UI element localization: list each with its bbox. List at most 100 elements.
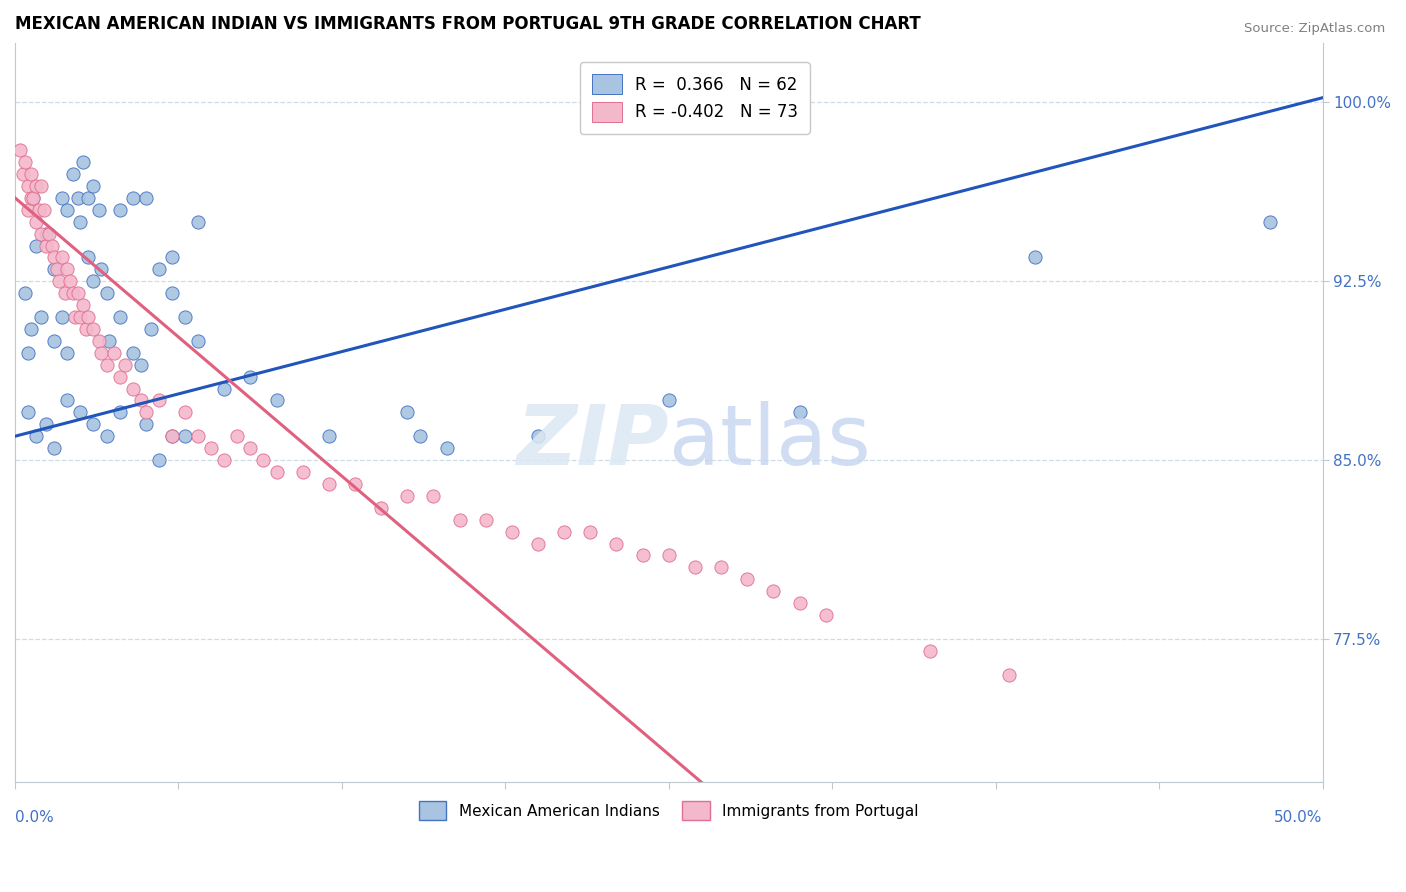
Point [252,453,274,467]
Point [25,429,48,443]
Point [96,429,118,443]
Point [474,513,496,527]
Point [25,215,48,229]
Point [87,334,110,348]
Point [22,191,45,205]
Point [129,393,152,408]
Point [436,441,458,455]
Point [45,262,67,277]
Point [82,178,104,193]
Point [129,358,152,372]
Point [56,393,79,408]
Point [108,369,131,384]
Point [135,417,157,432]
Point [30,310,52,324]
Point [121,191,143,205]
Point [396,489,419,503]
Point [90,262,112,277]
Point [27,202,49,217]
Point [51,310,73,324]
Point [148,262,170,277]
Point [44,334,66,348]
Point [683,560,706,574]
Point [212,453,235,467]
Point [38,227,60,241]
Text: MEXICAN AMERICAN INDIAN VS IMMIGRANTS FROM PORTUGAL 9TH GRADE CORRELATION CHART: MEXICAN AMERICAN INDIAN VS IMMIGRANTS FR… [15,15,921,33]
Point [710,560,733,574]
Point [148,393,170,408]
Point [32,202,55,217]
Point [63,310,86,324]
Point [69,310,91,324]
Point [11,167,34,181]
Point [239,369,262,384]
Point [25,178,48,193]
Point [77,251,100,265]
Point [108,310,131,324]
Text: 0.0%: 0.0% [15,811,53,825]
Point [17,202,39,217]
Point [82,274,104,288]
Point [148,453,170,467]
Point [22,191,45,205]
Point [108,405,131,419]
Point [108,202,131,217]
Point [14,286,37,301]
Point [8,143,31,157]
Point [51,191,73,205]
Point [20,167,42,181]
Point [44,262,66,277]
Point [160,251,183,265]
Point [187,215,209,229]
Point [605,536,627,550]
Point [90,346,112,360]
Point [59,274,82,288]
Point [789,596,811,610]
Point [20,191,42,205]
Point [96,358,118,372]
Point [343,476,366,491]
Point [318,429,340,443]
Point [631,549,654,563]
Point [35,417,58,432]
Point [17,405,39,419]
Point [14,155,37,169]
Point [72,298,94,312]
Point [96,286,118,301]
Point [762,584,785,599]
Point [200,441,222,455]
Point [789,405,811,419]
Point [226,429,249,443]
Legend: Mexican American Indians, Immigrants from Portugal: Mexican American Indians, Immigrants fro… [413,795,925,826]
Point [103,346,125,360]
Point [51,251,73,265]
Point [56,202,79,217]
Point [62,286,84,301]
Point [735,572,758,586]
Point [174,310,197,324]
Point [69,215,91,229]
Point [82,417,104,432]
Point [920,644,942,658]
Point [121,382,143,396]
Point [35,227,58,241]
Point [41,238,63,252]
Point [25,238,48,252]
Point [66,286,89,301]
Point [135,405,157,419]
Point [17,178,39,193]
Point [318,476,340,491]
Point [658,393,681,408]
Point [72,155,94,169]
Point [114,358,136,372]
Point [56,346,79,360]
Point [56,262,79,277]
Point [77,310,100,324]
Point [174,405,197,419]
Text: atlas: atlas [669,401,870,483]
Point [139,322,162,336]
Point [135,191,157,205]
Point [17,346,39,360]
Point [658,549,681,563]
Point [527,536,550,550]
